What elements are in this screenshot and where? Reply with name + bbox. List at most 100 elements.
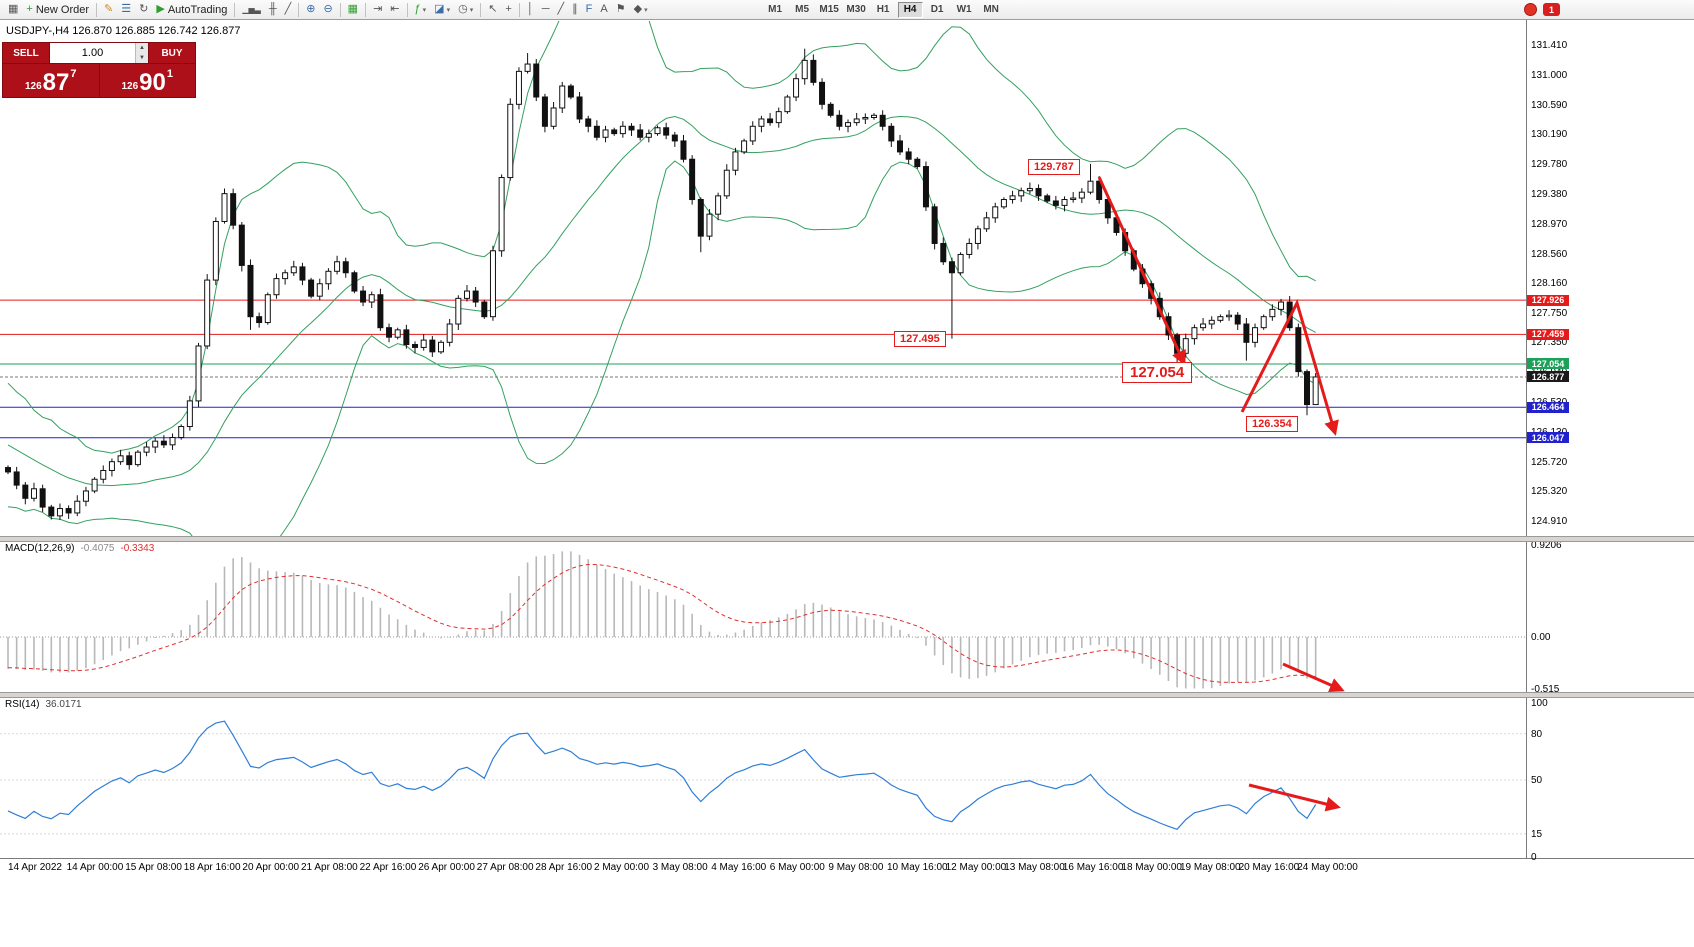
time-axis-label: 4 May 16:00 bbox=[711, 862, 767, 873]
new-order-button[interactable]: + New Order bbox=[22, 1, 93, 19]
trend-arrow[interactable] bbox=[1097, 176, 1186, 366]
rsi-label: RSI(14) bbox=[5, 699, 40, 710]
sell-button[interactable]: SELL bbox=[3, 43, 49, 63]
time-axis-label: 14 Apr 00:00 bbox=[66, 862, 124, 873]
time-axis-label: 6 May 00:00 bbox=[769, 862, 825, 873]
horizontal-line-tool-button[interactable]: ─ bbox=[538, 1, 554, 19]
fibonacci-tool-button[interactable]: F bbox=[582, 1, 597, 19]
time-axis-label: 24 May 00:00 bbox=[1297, 862, 1358, 873]
timeframe-button-m5[interactable]: M5 bbox=[795, 4, 810, 15]
price-axis-label: 128.160 bbox=[1531, 278, 1568, 289]
timeframe-button-w1[interactable]: W1 bbox=[956, 4, 972, 15]
shapes-tool-button[interactable]: ◆ ▾ bbox=[630, 1, 652, 19]
periods-button[interactable]: ◷ ▾ bbox=[454, 1, 477, 19]
buy-price-big: 90 bbox=[139, 69, 166, 97]
price-tag: 127.459 bbox=[1527, 328, 1569, 340]
new-chart-button[interactable]: ▦ bbox=[4, 1, 22, 19]
price-annotation[interactable]: 127.495 bbox=[894, 331, 946, 347]
buy-button[interactable]: BUY bbox=[149, 43, 195, 63]
crosshair-icon: + bbox=[505, 3, 512, 15]
price-tag: 126.047 bbox=[1527, 432, 1569, 444]
alert-count-badge[interactable]: 1 bbox=[1543, 3, 1560, 16]
zoom-in-button[interactable]: ⊕ bbox=[302, 1, 319, 19]
macd-axis-label: 0.00 bbox=[1531, 632, 1551, 643]
tile-windows-button[interactable]: ▦ bbox=[344, 1, 362, 19]
refresh-button[interactable]: ↻ bbox=[135, 1, 152, 19]
time-axis-label: 9 May 08:00 bbox=[828, 862, 884, 873]
buy-price-small: 126 bbox=[121, 81, 139, 92]
sell-price-display[interactable]: 126 87 7 bbox=[3, 64, 100, 97]
trend-arrow[interactable] bbox=[1248, 783, 1341, 812]
cursor-tool-button[interactable]: ↖ bbox=[484, 1, 501, 19]
timeframe-button-h1[interactable]: H1 bbox=[876, 4, 890, 15]
buy-price-sup: 1 bbox=[166, 68, 173, 80]
sell-price-small: 126 bbox=[24, 81, 42, 92]
new-chart-icon: ▦ bbox=[8, 3, 19, 15]
price-axis-label: 129.780 bbox=[1531, 159, 1568, 171]
timeframe-button-m1[interactable]: M1 bbox=[768, 4, 783, 15]
shapes-icon: ◆ bbox=[633, 3, 643, 15]
macd-axis-label: 0.9206 bbox=[1531, 539, 1562, 551]
price-annotation[interactable]: 126.354 bbox=[1246, 416, 1298, 432]
macd-splitter[interactable] bbox=[0, 536, 1694, 542]
price-annotation[interactable]: 129.787 bbox=[1028, 159, 1080, 175]
zoom-out-button[interactable]: ⊖ bbox=[319, 1, 336, 19]
volume-stepper: ▲ ▼ bbox=[135, 43, 148, 63]
rsi-header: RSI(14) 36.0171 bbox=[5, 699, 82, 710]
options-icon: ☰ bbox=[121, 3, 132, 15]
rsi-axis-label: 80 bbox=[1531, 728, 1543, 740]
volume-input[interactable]: 1.00 bbox=[81, 47, 104, 59]
timeframe-button-mn[interactable]: MN bbox=[983, 4, 999, 15]
time-axis-label: 27 Apr 08:00 bbox=[476, 862, 534, 873]
objects-icon: ◪ bbox=[434, 3, 445, 15]
bar-chart-button[interactable]: ▁▅▃ bbox=[238, 1, 264, 19]
cursor-icon: ↖ bbox=[488, 3, 498, 15]
timeframe-button-m15[interactable]: M15 bbox=[819, 4, 839, 15]
candlestick-chart-button[interactable]: ╫ bbox=[265, 1, 281, 19]
chart-shift-button[interactable]: ⇤ bbox=[386, 1, 403, 19]
objects-button[interactable]: ◪ ▾ bbox=[430, 1, 454, 19]
macd-label: MACD(12,26,9) bbox=[5, 543, 75, 554]
volume-down-button[interactable]: ▼ bbox=[136, 53, 148, 63]
buy-price-display[interactable]: 126 90 1 bbox=[100, 64, 196, 97]
vertical-line-tool-button[interactable]: │ bbox=[523, 1, 538, 19]
label-icon: ⚑ bbox=[615, 3, 626, 15]
timeframe-group: M1 M5 M15 M30 H1 H4 D1 W1 MN bbox=[762, 1, 1005, 18]
vertical-line-icon: │ bbox=[526, 3, 534, 15]
line-chart-icon: ╱ bbox=[284, 3, 292, 15]
auto-scroll-button[interactable]: ⇥ bbox=[369, 1, 386, 19]
time-axis-label: 12 May 00:00 bbox=[945, 862, 1007, 873]
label-tool-button[interactable]: ⚑ bbox=[612, 1, 630, 19]
trendline-tool-button[interactable]: ╱ bbox=[554, 1, 569, 19]
horizontal-line-icon: ─ bbox=[541, 3, 550, 15]
time-axis-label: 18 May 00:00 bbox=[1121, 862, 1182, 873]
price-tag: 126.877 bbox=[1527, 371, 1569, 383]
macd-axis-label: -0.515 bbox=[1531, 683, 1560, 695]
time-axis-label: 20 Apr 00:00 bbox=[242, 862, 300, 873]
line-chart-button[interactable]: ╱ bbox=[281, 1, 296, 19]
options-button[interactable]: ☰ bbox=[117, 1, 135, 19]
volume-up-button[interactable]: ▲ bbox=[136, 43, 148, 53]
channel-tool-button[interactable]: ∥ bbox=[568, 1, 582, 19]
autotrading-button[interactable]: ▶ AutoTrading bbox=[152, 1, 231, 19]
tile-windows-icon: ▦ bbox=[347, 3, 359, 15]
indicators-button[interactable]: ƒ ▾ bbox=[411, 1, 431, 19]
price-tag: 127.054 bbox=[1527, 358, 1569, 370]
time-axis-label: 21 Apr 08:00 bbox=[301, 862, 358, 873]
text-tool-button[interactable]: A bbox=[596, 1, 611, 19]
trend-arrow[interactable] bbox=[1240, 298, 1339, 436]
timeframe-button-h4[interactable]: H4 bbox=[897, 1, 923, 18]
trend-arrow[interactable] bbox=[1282, 662, 1345, 693]
price-annotation[interactable]: 127.054 bbox=[1122, 362, 1193, 383]
price-tag: 126.464 bbox=[1527, 401, 1569, 413]
trendline-icon: ╱ bbox=[557, 3, 565, 15]
notification-icon[interactable] bbox=[1524, 3, 1537, 16]
crosshair-tool-button[interactable]: + bbox=[501, 1, 515, 19]
metaeditor-button[interactable]: ✎ bbox=[100, 1, 117, 19]
zoom-out-icon: ⊖ bbox=[323, 3, 333, 15]
timeframe-button-d1[interactable]: D1 bbox=[930, 4, 944, 15]
rsi-splitter[interactable] bbox=[0, 692, 1694, 698]
rsi-axis-label: 100 bbox=[1531, 698, 1548, 709]
timeframe-button-m30[interactable]: M30 bbox=[846, 4, 866, 15]
